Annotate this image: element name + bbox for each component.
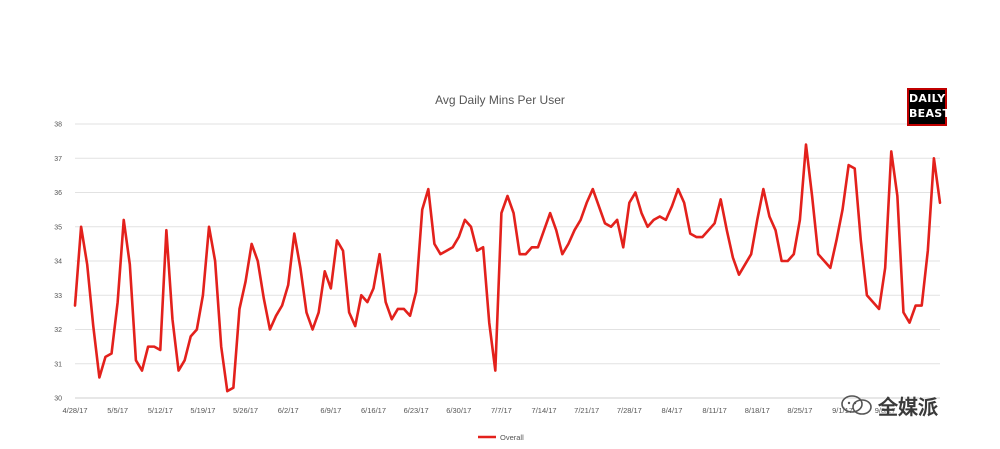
x-tick-label: 7/7/17 bbox=[491, 406, 512, 415]
watermark: 全媒派 bbox=[840, 392, 938, 419]
x-tick-label: 8/25/17 bbox=[787, 406, 812, 415]
x-tick-label: 6/30/17 bbox=[446, 406, 471, 415]
x-tick-label: 7/28/17 bbox=[617, 406, 642, 415]
x-tick-label: 6/16/17 bbox=[361, 406, 386, 415]
logo-line-1: DAILY bbox=[909, 92, 946, 105]
x-tick-label: 7/14/17 bbox=[532, 406, 557, 415]
logo-line-2: BEAST bbox=[909, 107, 951, 120]
x-tick-label: 8/11/17 bbox=[702, 406, 726, 415]
x-tick-label: 9/8/17 bbox=[875, 406, 896, 415]
x-tick-label: 5/19/17 bbox=[190, 406, 215, 415]
legend-label: Overall bbox=[500, 433, 524, 442]
x-tick-label: 5/5/17 bbox=[107, 406, 128, 415]
x-tick-label: 6/2/17 bbox=[278, 406, 299, 415]
y-tick-label: 34 bbox=[54, 259, 62, 266]
x-tick-label: 8/4/17 bbox=[662, 406, 683, 415]
y-tick-label: 37 bbox=[54, 156, 62, 163]
x-tick-label: 5/26/17 bbox=[233, 406, 258, 415]
y-tick-label: 36 bbox=[54, 190, 62, 197]
x-tick-label: 5/12/17 bbox=[148, 406, 173, 415]
x-tick-label: 9/1/17 bbox=[832, 406, 853, 415]
x-tick-label: 8/18/17 bbox=[745, 406, 770, 415]
y-tick-label: 35 bbox=[54, 224, 62, 231]
y-tick-label: 30 bbox=[54, 396, 62, 403]
y-tick-label: 32 bbox=[54, 327, 62, 334]
y-tick-label: 33 bbox=[54, 293, 62, 300]
series-line-overall bbox=[73, 143, 942, 393]
y-tick-label: 38 bbox=[54, 122, 62, 129]
chat-bubble-icon bbox=[841, 395, 872, 415]
x-tick-label: 7/21/17 bbox=[574, 406, 599, 415]
x-tick-label: 6/23/17 bbox=[404, 406, 429, 415]
chart-title: Avg Daily Mins Per User bbox=[435, 93, 565, 107]
daily-beast-logo: DAILY BEAST bbox=[907, 88, 951, 126]
watermark-text: 全媒派 bbox=[878, 394, 938, 419]
legend: Overall bbox=[478, 433, 524, 442]
x-axis-ticks: 4/28/17 5/5/17 5/12/17 5/19/17 5/26/17 6/2/17… bbox=[62, 406, 895, 415]
x-tick-label: 6/9/17 bbox=[320, 406, 341, 415]
y-tick-label: 31 bbox=[54, 361, 62, 368]
x-tick-label: 4/28/17 bbox=[62, 406, 87, 415]
series-layer bbox=[73, 143, 942, 393]
y-axis-ticks: 30 31 32 33 34 35 36 37 38 bbox=[54, 122, 62, 403]
